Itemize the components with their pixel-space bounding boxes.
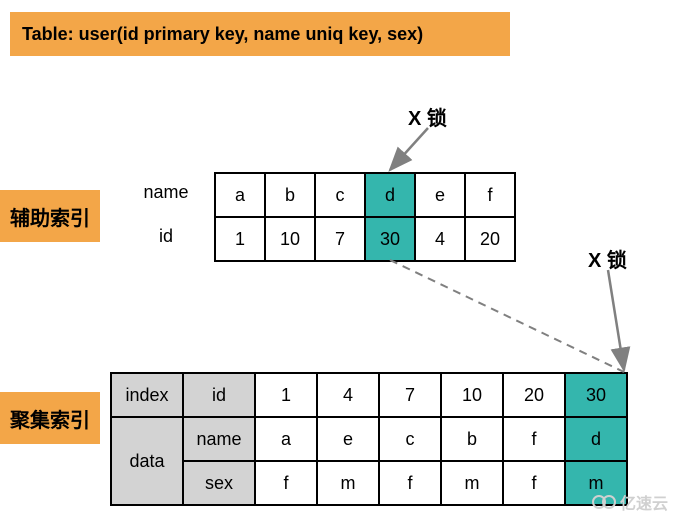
clustered-cell: 4 (317, 373, 379, 417)
clustered-cell: 10 (441, 373, 503, 417)
watermark-text: 亿速云 (620, 490, 668, 514)
clustered-cell: 20 (503, 373, 565, 417)
title-bar: Table: user(id primary key, name uniq ke… (10, 12, 510, 56)
clustered-index-label: 聚集索引 (0, 392, 100, 444)
secondary-row-label-id: id (126, 226, 206, 247)
watermark-icon (602, 495, 616, 509)
clustered-cell: f (379, 461, 441, 505)
clustered-key: sex (183, 461, 255, 505)
secondary-index-label-text: 辅助索引 (10, 202, 90, 231)
clustered-cell: 7 (379, 373, 441, 417)
secondary-cell: e (415, 173, 465, 217)
clustered-index-label-text: 聚集索引 (10, 404, 90, 433)
clustered-index-table: indexid147102030datanameaecbfdsexfmfmfm (110, 372, 628, 506)
clustered-key: name (183, 417, 255, 461)
clustered-cell: a (255, 417, 317, 461)
secondary-cell: 7 (315, 217, 365, 261)
clustered-cell: f (255, 461, 317, 505)
secondary-cell: d (365, 173, 415, 217)
clustered-cell: d (565, 417, 627, 461)
lock-label-1: X 锁 (408, 102, 447, 131)
secondary-cell: 1 (215, 217, 265, 261)
clustered-cell: 1 (255, 373, 317, 417)
arrow-lock1-to-secondary (390, 128, 428, 170)
watermark: 亿速云 (592, 490, 668, 514)
secondary-cell: 10 (265, 217, 315, 261)
clustered-cell: 30 (565, 373, 627, 417)
title-text: Table: user(id primary key, name uniq ke… (22, 24, 423, 45)
clustered-cell: m (317, 461, 379, 505)
clustered-cell: c (379, 417, 441, 461)
lock-label-2: X 锁 (588, 244, 627, 273)
clustered-key: id (183, 373, 255, 417)
secondary-cell: b (265, 173, 315, 217)
clustered-cell: m (441, 461, 503, 505)
secondary-cell: 20 (465, 217, 515, 261)
secondary-cell: a (215, 173, 265, 217)
clustered-head-data: data (111, 417, 183, 505)
dashed-link-secondary-to-clustered (390, 260, 624, 372)
secondary-cell: 4 (415, 217, 465, 261)
secondary-cell: c (315, 173, 365, 217)
clustered-cell: f (503, 461, 565, 505)
clustered-head-index: index (111, 373, 183, 417)
secondary-index-label: 辅助索引 (0, 190, 100, 242)
clustered-cell: e (317, 417, 379, 461)
secondary-index-table: abcdef 110730420 (214, 172, 516, 262)
arrow-lock2-to-clustered (608, 270, 624, 370)
secondary-row-label-name: name (126, 182, 206, 203)
secondary-cell: f (465, 173, 515, 217)
clustered-cell: f (503, 417, 565, 461)
clustered-cell: b (441, 417, 503, 461)
secondary-cell: 30 (365, 217, 415, 261)
